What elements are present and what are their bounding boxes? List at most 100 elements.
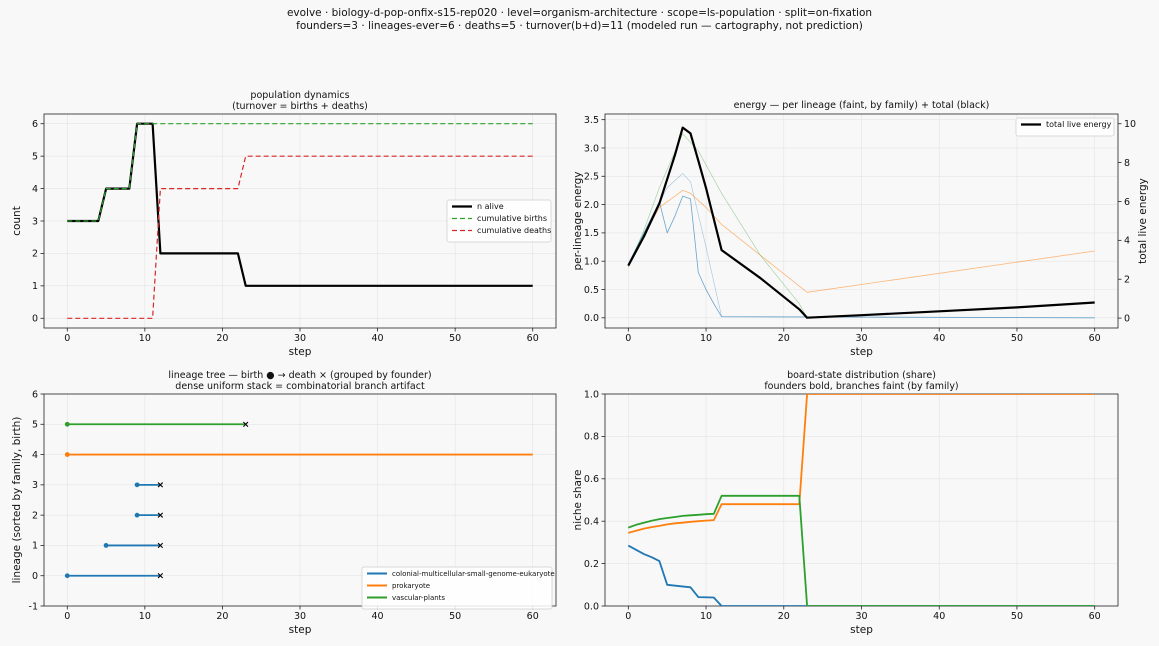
pop-xtick-label: 50 (449, 333, 461, 344)
pop-legend-label: cumulative deaths (477, 226, 551, 235)
share-xtick-label: 0 (625, 611, 631, 622)
share-series-0 (627, 544, 1095, 606)
tree-xlabel: step (289, 624, 312, 636)
tree-xtick-label: 30 (294, 611, 306, 622)
tree-ytick-label: 4 (32, 450, 38, 461)
pop-ytick-label: 5 (32, 151, 38, 162)
tree-birth-marker (134, 512, 140, 518)
energy-xtick-label: 20 (778, 333, 790, 344)
tree-xtick-label: 60 (527, 611, 539, 622)
energy-ytick-label: 1.0 (584, 256, 599, 267)
tree-xtick-label: 20 (216, 611, 228, 622)
energy-ylabel: per-lineage energy (572, 172, 584, 271)
share-ytick-label: 0.6 (584, 474, 599, 485)
share-ylabel: niche share (572, 470, 584, 531)
share-xtick-label: 50 (1011, 611, 1023, 622)
share-subtitle: founders bold, branches faint (by family… (764, 381, 958, 392)
tree-birth-marker (64, 573, 70, 579)
share-title: board-state distribution (share) (787, 370, 936, 381)
tree-birth-marker (64, 421, 70, 427)
share-ytick-label: 1.0 (584, 389, 599, 400)
pop-subtitle: (turnover = births + deaths) (232, 101, 368, 112)
tree-death-marker (243, 421, 249, 427)
pop-legend-label: cumulative births (477, 214, 547, 223)
figure-title: evolve · biology-d-pop-onfix-s15-rep020 … (286, 7, 873, 19)
tree-legend-label: prokaryote (392, 582, 430, 590)
energy-ylabel-right: total live energy (1137, 178, 1149, 264)
pop-xtick-label: 30 (294, 333, 306, 344)
tree-subtitle: dense uniform stack = combinatorial bran… (175, 381, 425, 392)
energy-xtick-label: 60 (1089, 333, 1101, 344)
tree-death-marker (157, 482, 164, 488)
tree-legend (361, 566, 553, 610)
pop-ylabel: count (11, 206, 23, 236)
energy-xlabel: step (850, 346, 873, 358)
share-ytick-label: 0.0 (584, 601, 599, 612)
energy-title: energy — per lineage (faint, by family) … (734, 100, 990, 111)
tree-ytick-label: 0 (32, 571, 38, 582)
pop-title: population dynamics (250, 90, 349, 101)
energy-ytick-label: 3.0 (584, 143, 599, 154)
energy-xtick-label: 40 (933, 333, 945, 344)
tree-title: lineage tree — birth ● → death × (groupe… (168, 370, 431, 381)
share-ytick-label: 0.8 (584, 432, 599, 443)
tree-xtick-label: 10 (139, 611, 151, 622)
share-xlabel: step (850, 624, 873, 636)
pop-xtick-label: 20 (216, 333, 228, 344)
share-xtick-label: 30 (855, 611, 867, 622)
pop-series-1 (67, 123, 533, 222)
pop-xtick-label: 0 (64, 333, 70, 344)
tree-death-marker (157, 512, 164, 518)
tree-legend-label: colonial-multicellular-small-genome-euka… (392, 570, 555, 578)
energy-series-4 (627, 126, 1095, 319)
energy-xtick-label: 10 (700, 333, 712, 344)
tree-xtick-label: 40 (372, 611, 384, 622)
energy-xtick-label: 0 (625, 333, 631, 344)
pop-xlabel: step (289, 346, 312, 358)
tree-legend-label: vascular-plants (392, 594, 445, 602)
tree-ytick-label: 6 (32, 389, 38, 400)
share-ytick-label: 0.2 (584, 559, 599, 570)
tree-death-marker (157, 542, 164, 549)
tree-birth-marker (134, 482, 140, 488)
energy-ytick-label: 1.5 (584, 228, 599, 239)
energy-ytick-label: 2.0 (584, 200, 599, 211)
tree-ytick-label: -1 (29, 601, 38, 612)
figure-subtitle: founders=3 · lineages-ever=6 · deaths=5 … (296, 20, 863, 32)
energy-ytick-right-label: 6 (1124, 197, 1130, 208)
tree-death-marker (157, 573, 164, 579)
energy-series-3 (628, 133, 808, 318)
pop-ytick-label: 1 (32, 281, 38, 292)
pop-ytick-label: 4 (32, 184, 38, 195)
share-xtick-label: 20 (778, 611, 790, 622)
tree-ytick-label: 3 (32, 480, 38, 491)
energy-legend-label: total live energy (1046, 120, 1112, 129)
share-xtick-label: 10 (700, 611, 712, 622)
pop-xtick-label: 10 (139, 333, 151, 344)
pop-legend (446, 199, 552, 243)
energy-legend (1015, 117, 1115, 137)
energy-xtick-label: 30 (855, 333, 867, 344)
energy-ytick-right-label: 4 (1124, 236, 1130, 247)
energy-ytick-label: 3.5 (584, 115, 599, 126)
share-xtick-label: 60 (1089, 611, 1101, 622)
pop-xtick-label: 60 (527, 333, 539, 344)
share-ytick-label: 0.4 (584, 517, 599, 528)
tree-ytick-label: 1 (32, 541, 38, 552)
pop-ytick-label: 0 (32, 314, 38, 325)
pop-legend-label: n alive (477, 202, 504, 211)
tree-ytick-label: 5 (32, 420, 38, 431)
tree-xtick-label: 0 (64, 611, 70, 622)
pop-ytick-label: 3 (32, 216, 38, 227)
energy-xtick-label: 50 (1011, 333, 1023, 344)
pop-xtick-label: 40 (372, 333, 384, 344)
pop-ytick-label: 6 (32, 119, 38, 130)
tree-ytick-label: 2 (32, 510, 38, 521)
tree-xtick-label: 50 (449, 611, 461, 622)
share-series-1 (628, 394, 1095, 534)
energy-ytick-right-label: 10 (1124, 119, 1136, 130)
tree-birth-marker (64, 452, 70, 457)
share-series-2 (627, 494, 1095, 606)
tree-birth-marker (103, 543, 109, 548)
